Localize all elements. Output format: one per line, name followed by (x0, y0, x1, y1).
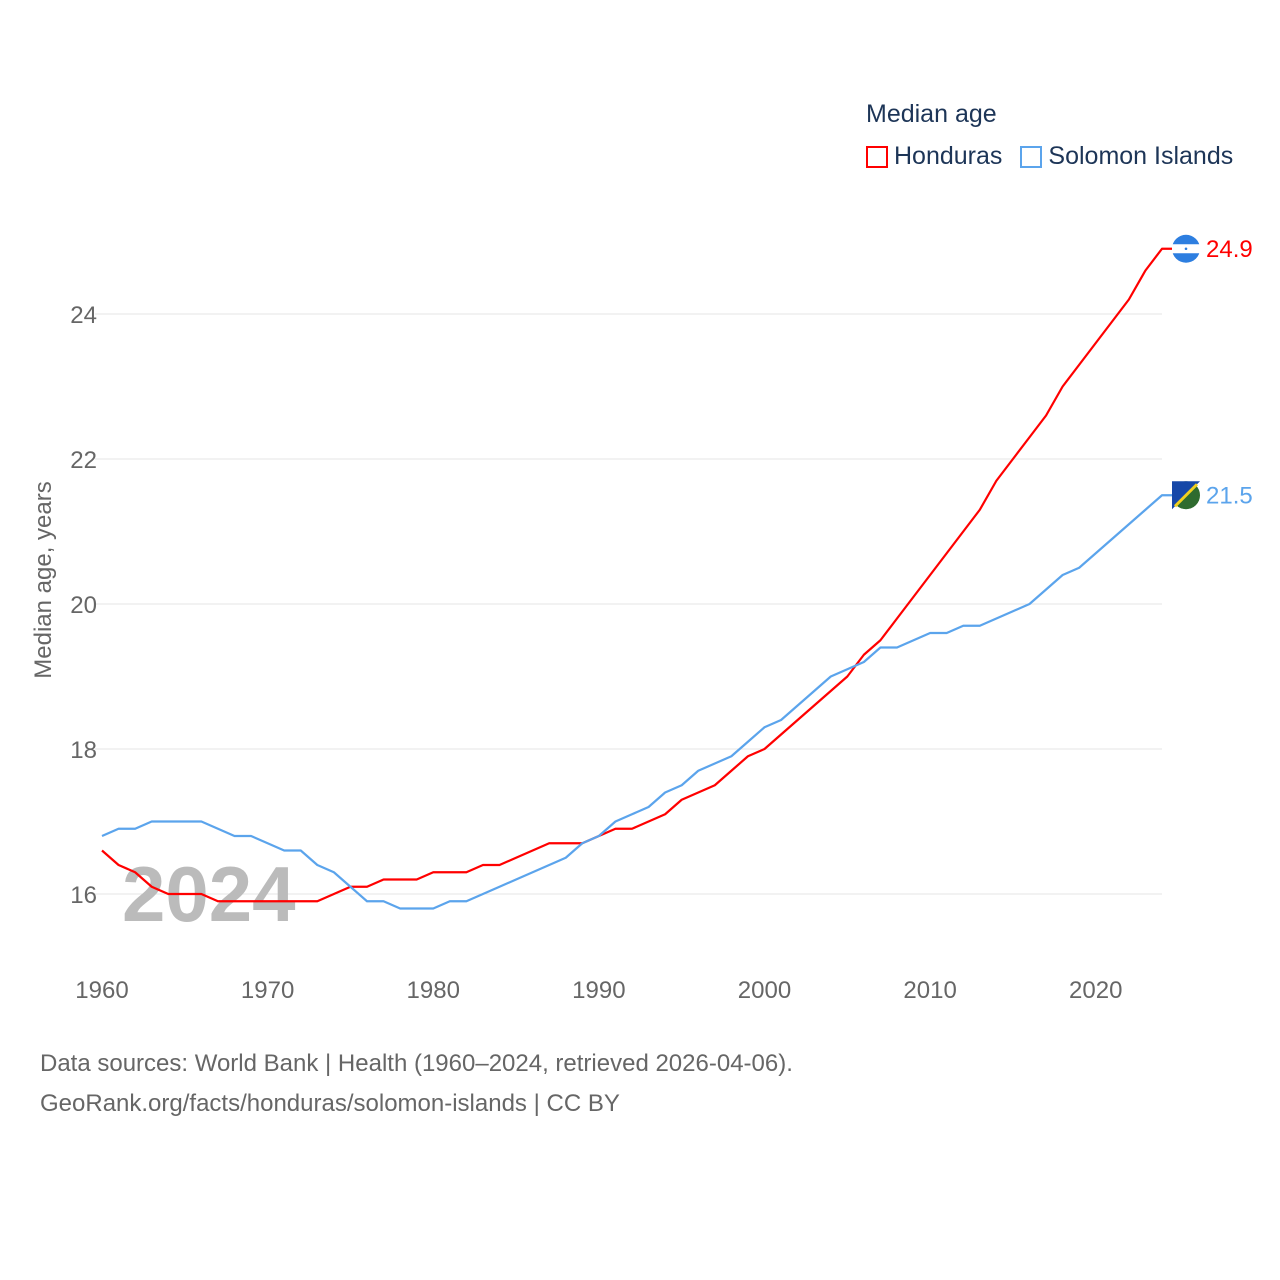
x-tick-label: 1970 (241, 977, 294, 1004)
y-tick-label: 24 (70, 302, 97, 329)
end-value-label: 21.5 (1206, 482, 1253, 509)
series-line-honduras (101, 247, 1172, 903)
y-tick-label: 18 (70, 737, 97, 764)
x-tick-label: 2000 (738, 977, 791, 1004)
legend-swatch (1020, 145, 1043, 168)
flag-band (1173, 483, 1199, 508)
x-tick-label: 2010 (903, 977, 956, 1004)
legend-label: Honduras (894, 142, 1003, 170)
x-tick-label: 1960 (75, 977, 128, 1004)
legend-item-solomon-islands[interactable]: Solomon Islands (1020, 142, 1233, 171)
legend-title: Median age (866, 100, 997, 128)
end-value-label: 24.9 (1206, 236, 1253, 263)
flag-star (1184, 247, 1188, 251)
data-sources: Data sources: World Bank | Health (1960–… (40, 1050, 793, 1077)
series-line-solomon-islands (101, 494, 1172, 910)
y-tick-label: 22 (70, 447, 97, 474)
legend-item-honduras[interactable]: Honduras (866, 142, 1002, 171)
source-link[interactable]: GeoRank.org/facts/honduras/solomon-islan… (40, 1090, 620, 1117)
y-axis-label: Median age, years (30, 481, 57, 678)
legend-label: Solomon Islands (1048, 142, 1234, 170)
x-tick-label: 1990 (572, 977, 625, 1004)
solomon-islands-flag-icon (1172, 481, 1200, 510)
x-tick-label: 2020 (1069, 977, 1122, 1004)
legend-swatch (866, 145, 888, 168)
footer: Data sources: World Bank | Health (1960–… (40, 1044, 793, 1124)
year-watermark: 2024 (122, 850, 296, 938)
y-tick-label: 20 (70, 592, 97, 619)
honduras-flag-icon (1172, 234, 1200, 263)
y-tick-label: 16 (70, 882, 97, 909)
legend: Honduras Solomon Islands (866, 142, 1251, 171)
x-tick-label: 1980 (407, 977, 460, 1004)
